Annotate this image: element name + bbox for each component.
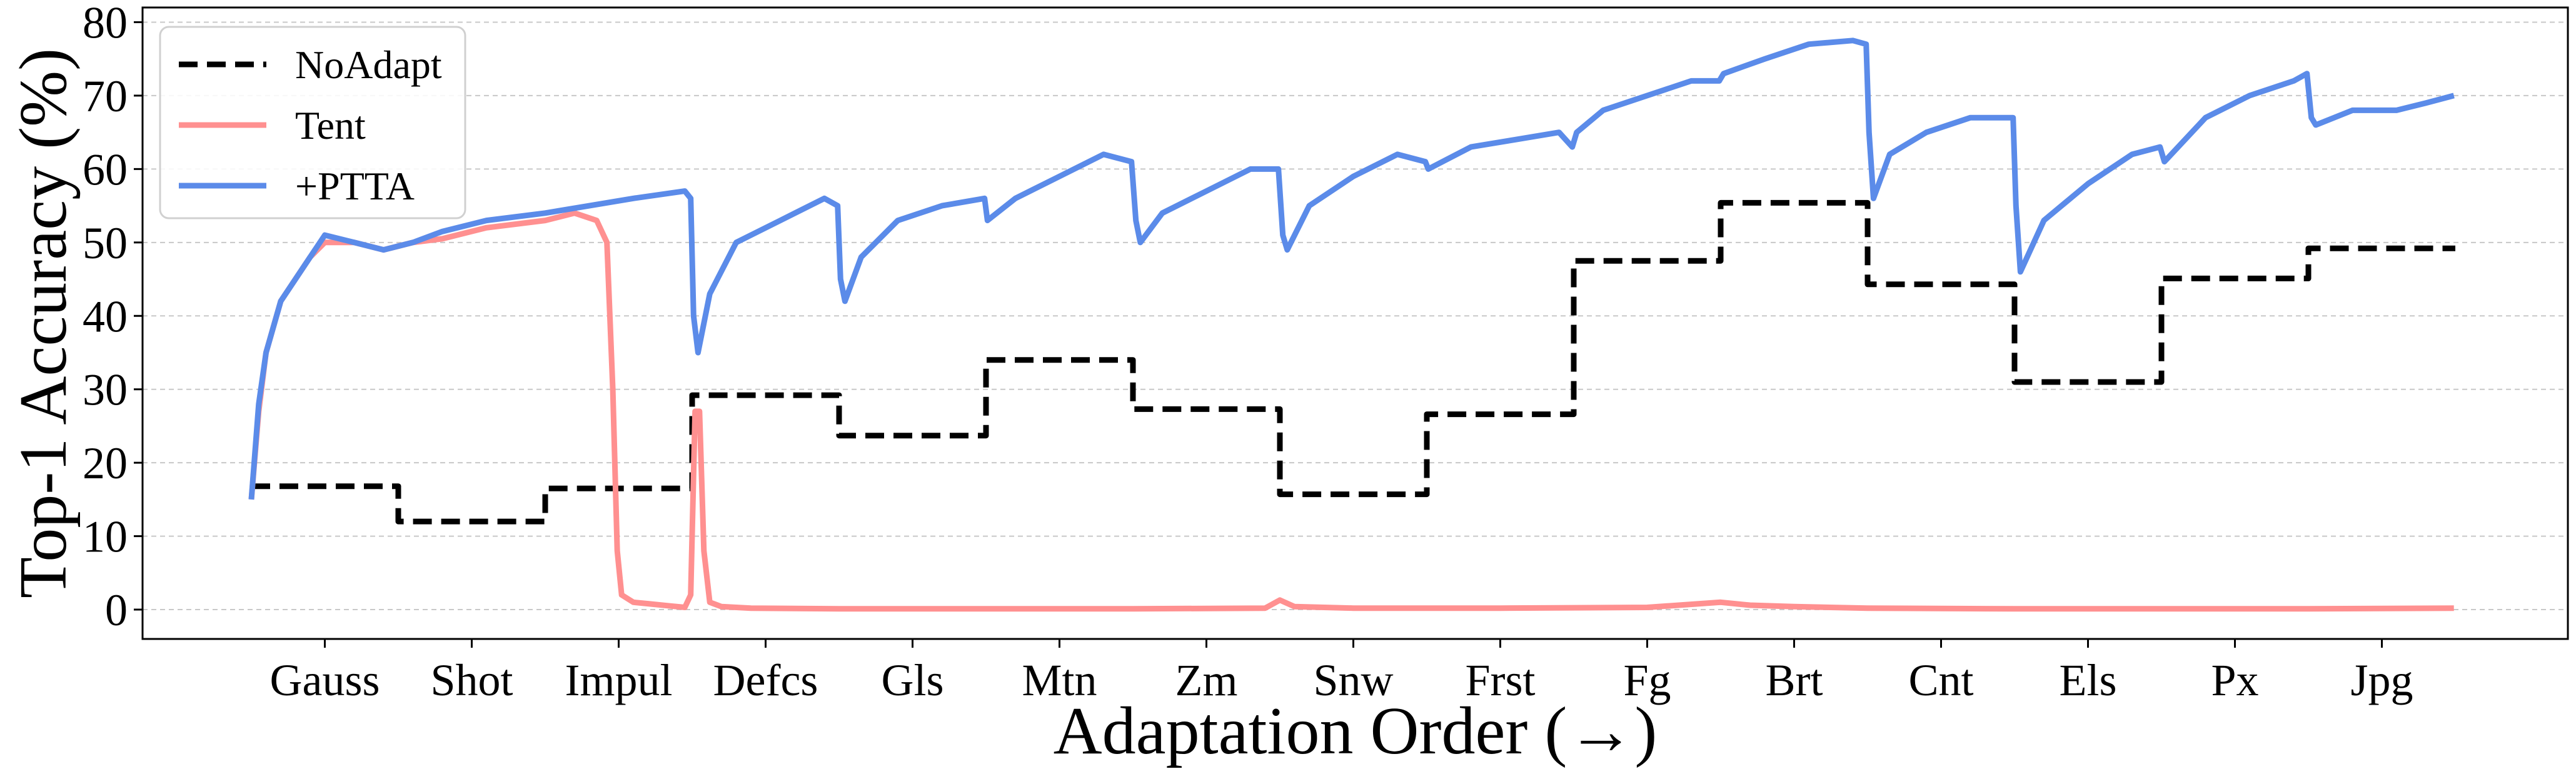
y-axis-label: Top-1 Accuracy (%) <box>6 48 81 598</box>
legend-label: +PTTA <box>295 164 415 208</box>
grid-lines <box>143 21 2568 611</box>
plot-frame <box>141 6 2569 640</box>
x-axis-ticks: Gauss Shot Impul Defcs Gls Mtn Zm Snw Frst Fg Brt C… <box>270 639 2413 705</box>
x-tick-label: Cnt <box>1908 655 1973 705</box>
series-line-ptta <box>248 38 2455 500</box>
y-tick-label: 10 <box>83 512 128 562</box>
x-tick-label: Impul <box>565 655 673 705</box>
y-tick-label: 40 <box>83 291 128 341</box>
x-tick-label: Snw <box>1313 655 1393 705</box>
x-tick-label: Px <box>2211 655 2258 705</box>
y-tick-label: 70 <box>83 71 128 121</box>
y-tick-label: 80 <box>83 0 128 48</box>
x-tick-label: Els <box>2059 655 2116 705</box>
y-tick-label: 20 <box>83 438 128 488</box>
y-axis-ticks: 0 10 20 30 40 50 60 70 80 <box>83 0 143 635</box>
x-tick-label: Frst <box>1465 655 1535 705</box>
x-tick-label: Gls <box>881 655 943 705</box>
series-line-noadapt <box>251 199 2455 525</box>
legend-label: NoAdapt <box>295 43 442 87</box>
series-line-tent <box>248 210 2454 612</box>
x-tick-label: Mtn <box>1022 655 1097 705</box>
x-tick-label: Zm <box>1175 655 1238 705</box>
x-tick-label: Shot <box>430 655 513 705</box>
y-tick-label: 60 <box>83 144 128 194</box>
legend: NoAdapt Tent +PTTA <box>159 26 466 219</box>
x-tick-label: Gauss <box>270 655 380 705</box>
x-axis-label: Adaptation Order (→) <box>1054 694 1658 768</box>
x-tick-label: Fg <box>1623 655 1671 705</box>
legend-label: Tent <box>295 103 366 148</box>
y-tick-label: 50 <box>83 218 128 268</box>
x-tick-label: Brt <box>1765 655 1823 705</box>
y-tick-label: 30 <box>83 365 128 415</box>
x-tick-label: Jpg <box>2350 655 2413 705</box>
series-layer <box>248 38 2455 612</box>
legend-box <box>159 26 466 219</box>
x-tick-label: Defcs <box>713 655 818 705</box>
y-tick-label: 0 <box>105 585 128 635</box>
